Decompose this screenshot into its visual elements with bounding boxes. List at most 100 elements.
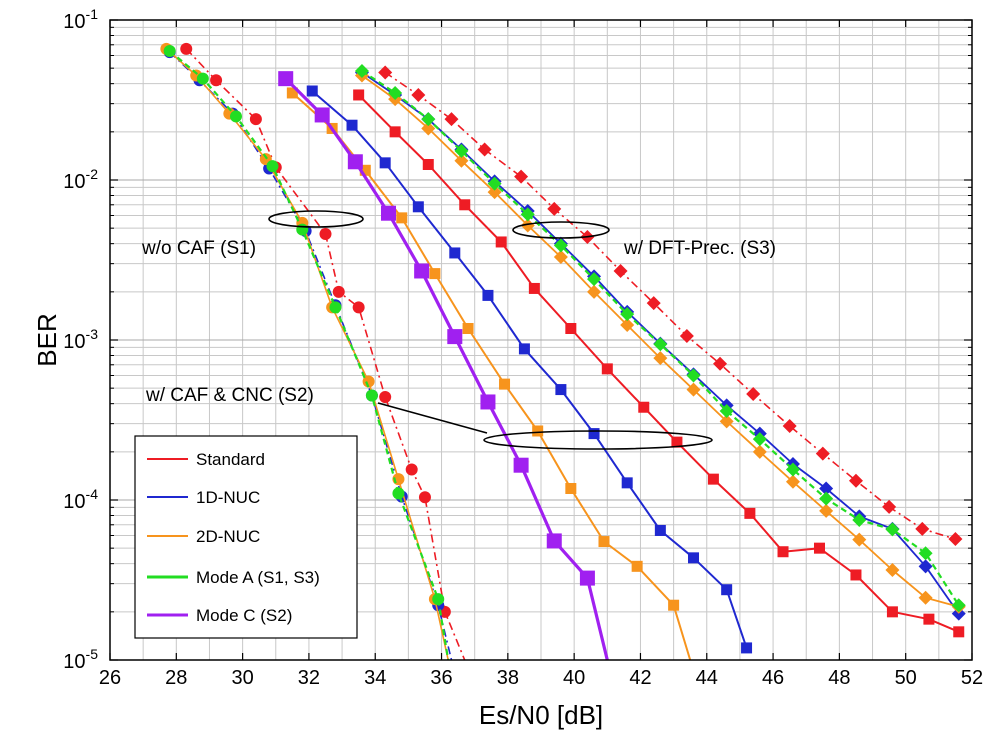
data-point [482,289,494,301]
data-point [405,463,418,476]
legend-label-mode-c: Mode C (S2) [196,606,292,625]
annotation-ellipse-s3 [512,221,610,239]
data-point [421,121,436,136]
annotation-s1-label: w/o CAF (S1) [141,238,256,259]
x-tick-label: 36 [430,667,452,689]
y-tick-label: 10-4 [63,486,98,513]
data-point [421,112,436,127]
annotation-layer [268,210,713,450]
data-point [746,386,761,401]
x-tick-label: 46 [762,667,784,689]
data-point [352,301,365,314]
data-point [620,318,635,333]
data-point [553,250,568,265]
data-point [379,157,391,169]
data-point [785,462,800,477]
data-point [513,457,529,473]
data-point [180,42,193,55]
data-point [671,436,683,448]
data-point [620,307,635,322]
annotation-s3-label: w/ DFT-Prec. (S3) [623,238,776,259]
data-point [819,481,834,496]
data-point [653,351,668,366]
series-line [311,90,748,649]
data-point [638,401,650,413]
x-tick-label: 38 [497,667,519,689]
data-point [444,112,459,127]
data-point [380,205,396,221]
data-point [365,389,378,402]
data-point [752,444,767,459]
data-point [915,521,930,536]
data-point [266,160,279,173]
data-point [923,613,935,625]
data-point [588,428,600,440]
x-tick-label: 26 [99,667,121,689]
series-line [357,94,960,633]
data-point [653,337,668,352]
data-point [462,322,474,334]
series-s1-standard [180,42,466,660]
data-point [520,218,535,233]
data-point [346,119,358,131]
data-point [487,185,502,200]
data-point [813,542,825,554]
data-point [654,524,666,536]
data-point [514,169,529,184]
legend-label-mode-a: Mode A (S1, S3) [196,568,320,587]
data-point [379,391,392,404]
grid [110,20,972,660]
data-point [553,238,568,253]
x-tick-label: 40 [563,667,585,689]
x-tick-label: 28 [165,667,187,689]
series-s3-standard [378,65,963,547]
data-point [319,227,332,240]
data-point [411,87,426,102]
data-point [587,284,602,299]
data-point [418,491,431,504]
data-point [752,432,767,447]
y-tick-label: 10-1 [63,6,98,33]
x-tick-label: 42 [629,667,651,689]
data-point [392,487,405,500]
data-point [882,499,897,514]
data-point [631,560,643,572]
series-line [185,48,466,660]
data-point [454,153,469,168]
data-point [518,343,530,355]
x-tick-label: 50 [895,667,917,689]
data-point [412,201,424,213]
annotation-s2-label: w/ CAF & CNC (S2) [145,385,314,406]
data-point [621,477,633,489]
data-point [951,598,966,613]
data-point [477,142,492,157]
data-point [359,164,371,176]
annotation-ellipse-s1 [268,210,364,228]
data-point [229,110,242,123]
series-line [384,71,956,540]
data-point [719,403,734,418]
data-point [918,546,933,561]
data-point [520,207,535,222]
data-point [422,158,434,170]
x-tick-label: 44 [696,667,718,689]
data-point [819,503,834,518]
data-point [447,329,463,345]
data-point [532,425,544,437]
data-point [354,64,369,79]
data-point [480,394,496,410]
data-point [389,126,401,138]
x-tick-label: 30 [231,667,253,689]
data-point [686,382,701,397]
data-point [598,536,610,548]
data-point [565,322,577,334]
data-point [785,474,800,489]
x-tick-label: 32 [298,667,320,689]
series-s2-standard [353,89,965,638]
data-point [286,87,298,99]
data-point [668,599,680,611]
legend: Standard 1D-NUC 2D-NUC Mode A (S1, S3) M… [134,435,358,639]
data-point [719,414,734,429]
data-point [646,296,661,311]
data-point [196,72,209,85]
